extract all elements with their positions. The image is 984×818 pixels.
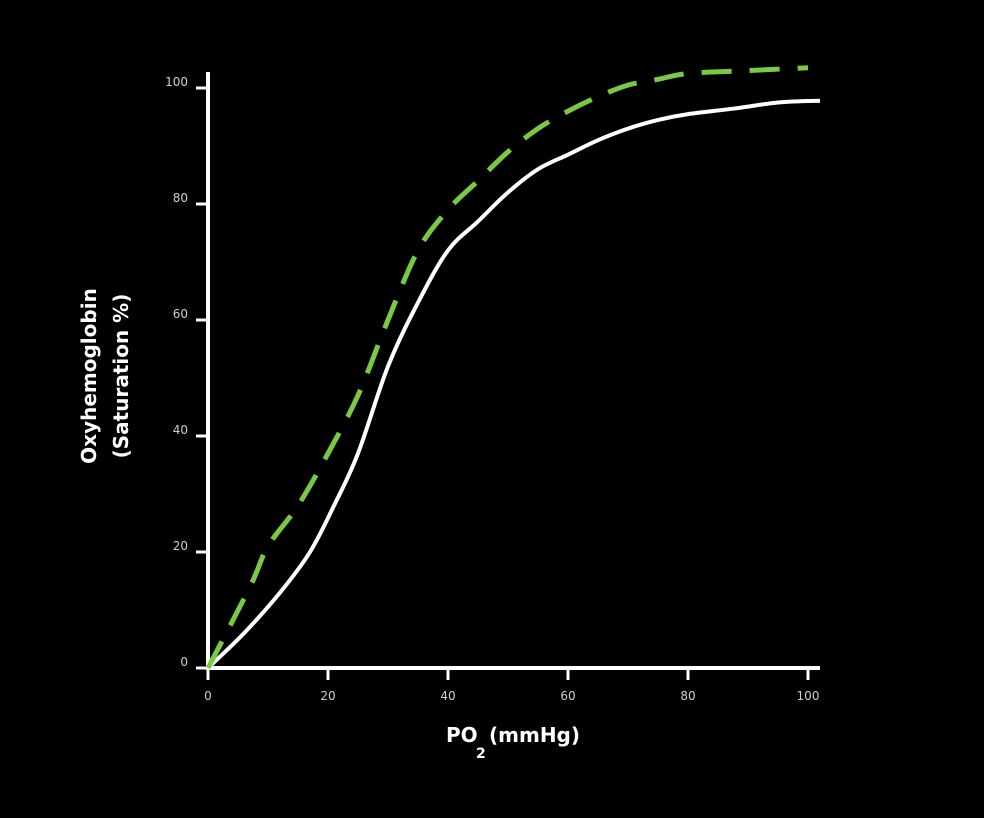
solid-curve-line (206, 98, 821, 670)
y-ticks: 0 20 40 60 80 100 (165, 75, 208, 670)
y-tick-label: 80 (173, 191, 188, 205)
x-tick-label: 20 (320, 689, 335, 703)
x-axis-label-subscript: 2 (476, 746, 486, 762)
y-axis-label-line1: Oxyhemoglobin (77, 288, 101, 464)
y-tick-label: 60 (173, 307, 188, 321)
x-tick-label: 80 (680, 689, 695, 703)
y-axis-title: Oxyhemoglobin (Saturation %) (77, 288, 133, 464)
y-tick-label: 100 (165, 75, 188, 89)
dashed-curve-line (205, 65, 809, 670)
x-ticks: 0 20 40 60 80 100 (204, 668, 819, 703)
axes (206, 72, 820, 670)
x-axis-label-unit: (mmHg) (489, 723, 580, 747)
x-axis-label-main: PO (446, 723, 478, 747)
y-tick-label: 0 (180, 655, 188, 669)
x-tick-label: 60 (560, 689, 575, 703)
x-tick-label: 100 (797, 689, 820, 703)
y-axis-label-line2: (Saturation %) (109, 294, 133, 459)
x-tick-label: 40 (440, 689, 455, 703)
x-axis-title: PO 2 (mmHg) (446, 723, 580, 762)
series-layer (205, 65, 821, 670)
y-tick-label: 40 (173, 423, 188, 437)
y-tick-label: 20 (173, 539, 188, 553)
x-tick-label: 0 (204, 689, 212, 703)
